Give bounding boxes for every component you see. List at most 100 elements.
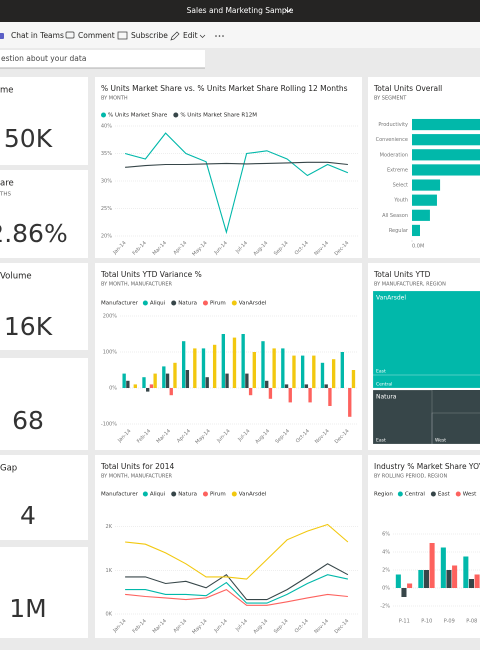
bar[interactable] — [252, 352, 256, 388]
legend-label[interactable]: VanArsdel — [239, 301, 267, 307]
legend-marker[interactable] — [142, 300, 148, 306]
bar[interactable] — [185, 370, 190, 388]
bar[interactable] — [241, 334, 245, 388]
bar[interactable] — [407, 583, 413, 589]
tile[interactable] — [0, 455, 88, 540]
bar[interactable] — [284, 384, 289, 388]
legend-label[interactable]: Central — [405, 492, 425, 498]
toolbar-item[interactable]: Edit — [183, 31, 198, 40]
legend-marker[interactable] — [231, 491, 237, 497]
tile[interactable] — [368, 455, 480, 638]
qa-box[interactable] — [0, 50, 205, 68]
legend-marker[interactable] — [202, 300, 208, 306]
legend-marker[interactable] — [430, 491, 436, 497]
bar[interactable] — [304, 384, 309, 388]
legend-label[interactable]: % Units Market Share — [108, 113, 168, 119]
toolbar-item[interactable]: Chat in Teams — [11, 31, 64, 40]
bar[interactable] — [331, 359, 336, 388]
treemap-cell[interactable] — [373, 291, 480, 388]
tile[interactable] — [0, 547, 88, 638]
bar[interactable] — [212, 344, 217, 388]
title-chevron[interactable] — [284, 8, 292, 13]
legend-label[interactable]: Natura — [178, 492, 197, 498]
tile[interactable] — [0, 263, 88, 350]
comment-icon[interactable] — [65, 31, 75, 39]
bar[interactable] — [281, 348, 285, 388]
bar[interactable] — [463, 556, 469, 589]
bar[interactable] — [412, 194, 437, 206]
bar[interactable] — [193, 348, 197, 388]
bar[interactable] — [245, 373, 249, 388]
bar[interactable] — [181, 341, 186, 388]
bar[interactable] — [423, 570, 429, 588]
legend-label[interactable]: East — [438, 492, 451, 498]
bar[interactable] — [272, 348, 276, 388]
bar[interactable] — [412, 209, 430, 221]
bar[interactable] — [162, 366, 166, 388]
bar[interactable] — [268, 388, 273, 399]
legend-label[interactable]: Natura — [178, 301, 197, 307]
bar[interactable] — [418, 570, 424, 588]
bar[interactable] — [146, 388, 150, 392]
bar[interactable] — [126, 380, 130, 388]
bar[interactable] — [351, 370, 356, 388]
bar[interactable] — [288, 388, 292, 403]
legend-label[interactable]: Pirum — [210, 492, 226, 498]
bar[interactable] — [300, 355, 305, 388]
bar[interactable] — [412, 149, 480, 161]
legend-marker[interactable] — [231, 300, 237, 306]
legend-label[interactable]: Pirum — [210, 301, 226, 307]
bar[interactable] — [412, 224, 420, 237]
bar[interactable] — [340, 352, 344, 388]
bar[interactable] — [201, 348, 206, 388]
report-title[interactable]: Sales and Marketing Sample — [187, 6, 294, 15]
legend-marker[interactable] — [171, 491, 177, 497]
tile[interactable] — [0, 358, 88, 450]
bar[interactable] — [221, 334, 225, 388]
subscribe-icon[interactable] — [117, 31, 128, 40]
bar[interactable] — [165, 373, 170, 388]
edit-icon[interactable] — [170, 31, 180, 41]
bar[interactable] — [312, 355, 316, 388]
tile[interactable] — [95, 263, 362, 450]
treemap-subcell[interactable] — [431, 412, 480, 445]
bar[interactable] — [153, 373, 157, 388]
bar[interactable] — [308, 388, 312, 403]
tile[interactable] — [95, 77, 362, 258]
bar[interactable] — [232, 337, 237, 388]
teams-icon[interactable] — [0, 33, 4, 39]
bar[interactable] — [412, 164, 480, 176]
bar[interactable] — [133, 384, 137, 388]
bar[interactable] — [261, 341, 265, 388]
bar[interactable] — [324, 384, 328, 388]
legend-marker[interactable] — [142, 491, 148, 497]
tile[interactable] — [0, 77, 88, 165]
bar[interactable] — [205, 377, 209, 388]
bar[interactable] — [328, 388, 332, 406]
toolbar-item[interactable]: Subscribe — [131, 31, 168, 40]
qa-placeholder[interactable]: estion about your data — [1, 54, 86, 63]
legend-label[interactable]: Aliqui — [150, 301, 166, 307]
bar[interactable] — [412, 179, 441, 191]
treemap-subcell[interactable] — [372, 389, 433, 445]
tile[interactable] — [95, 455, 362, 638]
bar[interactable] — [292, 355, 296, 388]
bar[interactable] — [395, 574, 401, 589]
tile[interactable] — [0, 170, 88, 258]
legend-label[interactable]: VanArsdel — [239, 492, 267, 498]
bar[interactable] — [173, 362, 177, 388]
bar[interactable] — [149, 384, 154, 388]
treemap-subcell[interactable] — [372, 374, 480, 389]
toolbar-item[interactable]: Comment — [78, 31, 115, 40]
bar[interactable] — [412, 134, 480, 146]
treemap-subcell[interactable] — [372, 290, 480, 376]
bar[interactable] — [225, 373, 229, 388]
legend-marker[interactable] — [101, 112, 106, 118]
bar[interactable] — [401, 588, 407, 597]
legend-marker[interactable] — [173, 112, 179, 118]
legend-marker[interactable] — [455, 491, 461, 497]
more-icon[interactable] — [215, 35, 224, 37]
bar[interactable] — [320, 362, 325, 388]
bar[interactable] — [440, 547, 446, 589]
bar[interactable] — [429, 543, 435, 588]
